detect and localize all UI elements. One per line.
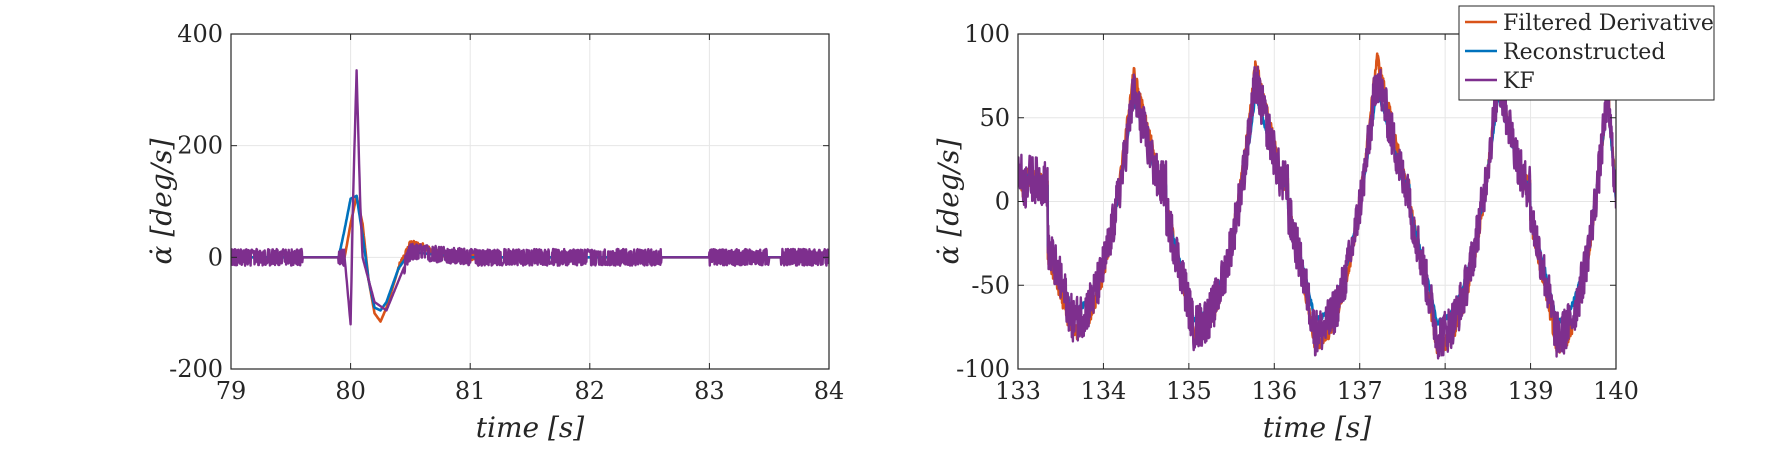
y-tick-label: 0 xyxy=(995,188,1010,216)
x-tick-label: 140 xyxy=(1593,377,1639,405)
x-tick-label: 135 xyxy=(1166,377,1212,405)
y-tick-label: 0 xyxy=(208,243,223,271)
chart-panel-2: 133 134 135 136 137 138 139 140 -100 -50 0 50 100 tim… xyxy=(932,5,1715,444)
x-tick-label: 82 xyxy=(575,377,606,405)
x-axis-label: time [s] xyxy=(1263,411,1372,444)
legend-label: KF xyxy=(1503,69,1535,94)
x-tick-label: 81 xyxy=(455,377,486,405)
axes-box xyxy=(230,33,830,370)
x-tick-label: 133 xyxy=(995,377,1041,405)
y-axis-label: α̇ [deg/s] xyxy=(932,138,965,264)
x-tick-label: 83 xyxy=(694,377,725,405)
y-tick-label: 200 xyxy=(177,132,223,160)
x-tick-label: 134 xyxy=(1081,377,1127,405)
y-axis-label: α̇ [deg/s] xyxy=(145,138,178,264)
series-line-kf xyxy=(231,69,829,326)
chart-panel-1: 79 80 81 82 83 84 -200 0 200 400 time [s] α̇ [deg/s… xyxy=(145,20,844,444)
series-lines xyxy=(231,69,829,326)
y-tick-label: 50 xyxy=(979,104,1010,132)
x-tick-label: 80 xyxy=(335,377,366,405)
legend-label: Reconstructed xyxy=(1503,40,1665,65)
y-tick-label: 100 xyxy=(964,20,1010,48)
legend-label: Filtered Derivative xyxy=(1503,11,1714,36)
series-lines xyxy=(1018,52,1616,360)
plot-area xyxy=(231,34,829,369)
legend: Filtered Derivative Reconstructed KF xyxy=(1458,5,1715,101)
x-tick-label: 136 xyxy=(1251,377,1297,405)
x-tick-label: 79 xyxy=(216,377,247,405)
y-tick-label: 400 xyxy=(177,20,223,48)
x-axis-label: time [s] xyxy=(476,411,585,444)
x-tick-label: 137 xyxy=(1337,377,1383,405)
series-line-kf xyxy=(1018,65,1616,360)
y-tick-label: -200 xyxy=(169,355,223,383)
y-tick-label: -100 xyxy=(956,355,1010,383)
x-tick-label: 84 xyxy=(814,377,845,405)
x-tick-label: 139 xyxy=(1508,377,1554,405)
legend-box xyxy=(1458,5,1715,101)
y-tick-label: -50 xyxy=(971,271,1010,299)
x-tick-label: 138 xyxy=(1422,377,1468,405)
